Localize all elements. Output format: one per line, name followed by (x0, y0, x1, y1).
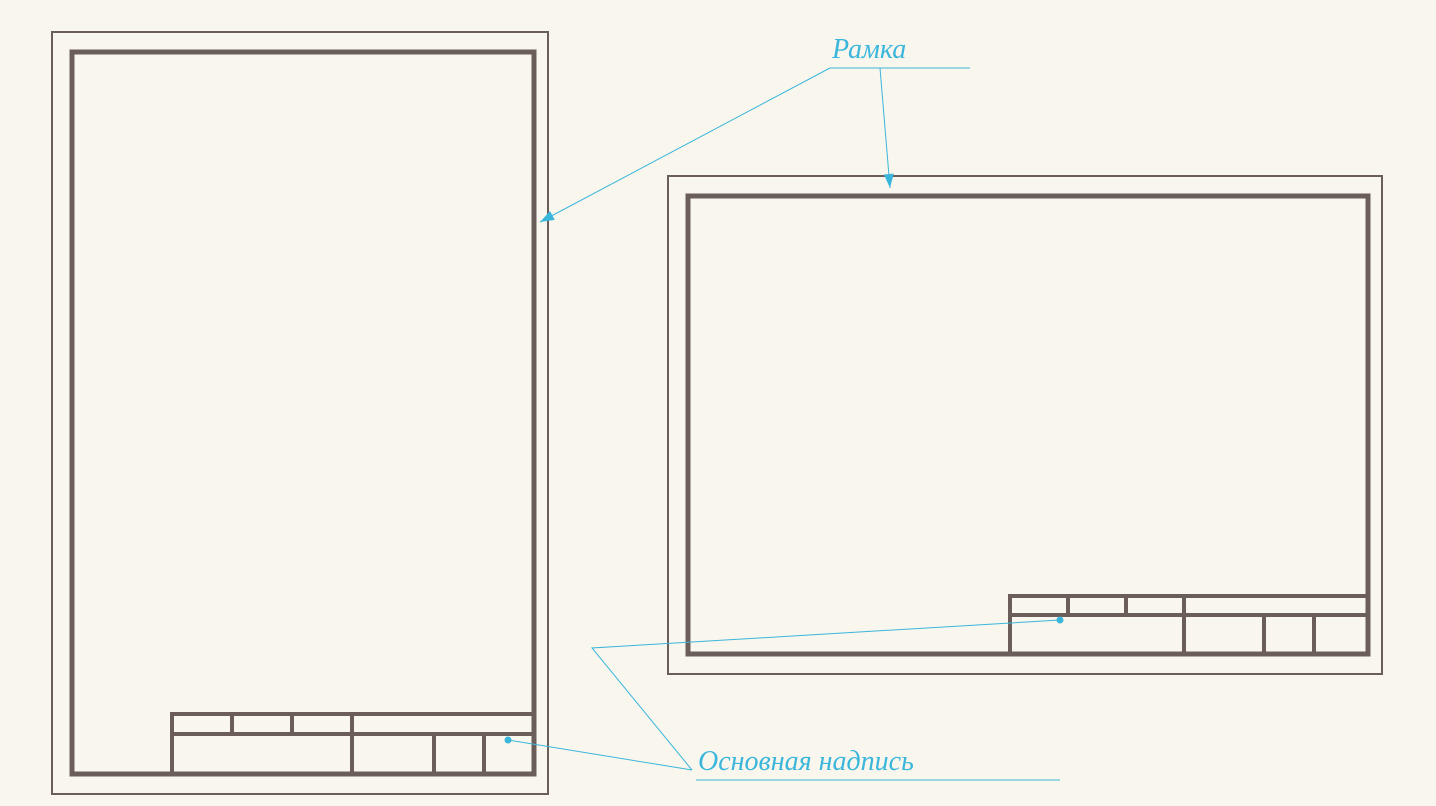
diagram-canvas: Рамка Основная надпись (0, 0, 1436, 806)
portrait-title-block (172, 714, 534, 774)
title-block-label: Основная надпись (698, 746, 914, 777)
leader-lines (505, 68, 1064, 770)
frame-label: Рамка (831, 34, 906, 65)
labels: Рамка Основная надпись (696, 34, 1060, 780)
landscape-outer-border (668, 176, 1382, 674)
portrait-outer-border (52, 32, 548, 794)
landscape-title-block (1010, 596, 1368, 654)
leader-frame-to-portrait (540, 68, 830, 222)
leader-frame-to-landscape (880, 68, 890, 188)
portrait-inner-frame (72, 52, 534, 774)
landscape-inner-frame (688, 196, 1368, 654)
landscape-sheet (668, 176, 1382, 674)
portrait-sheet (52, 32, 548, 794)
